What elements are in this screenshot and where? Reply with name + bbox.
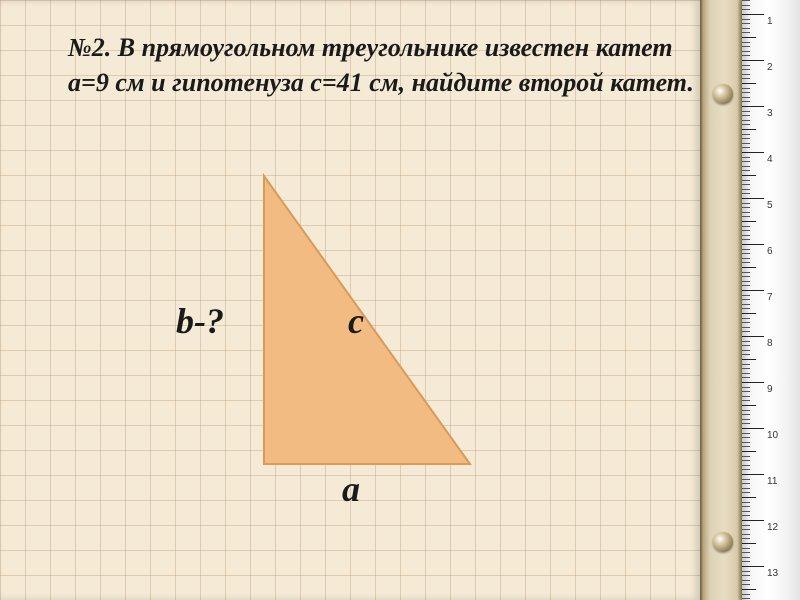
problem-statement: №2. В прямоугольном треугольнике известе… bbox=[68, 30, 698, 100]
rivet bbox=[713, 84, 733, 104]
problem-text-1: В прямоугольном треугольнике известен ка… bbox=[118, 33, 673, 62]
ruler: 12345678910111213 bbox=[742, 0, 800, 600]
side-label-c: c bbox=[348, 300, 364, 342]
triangle-shape bbox=[264, 176, 470, 464]
given-a: a=9 bbox=[68, 68, 109, 97]
problem-text-3: см, найдите второй катет. bbox=[363, 68, 694, 97]
side-label-a: a bbox=[342, 468, 360, 510]
triangle-figure: b-? c a bbox=[238, 170, 488, 490]
problem-text-2: см и гипотенуза bbox=[109, 68, 311, 97]
problem-number: №2. bbox=[68, 33, 111, 62]
rivet bbox=[713, 532, 733, 552]
side-label-b: b-? bbox=[176, 300, 224, 342]
given-c: c=41 bbox=[310, 68, 362, 97]
